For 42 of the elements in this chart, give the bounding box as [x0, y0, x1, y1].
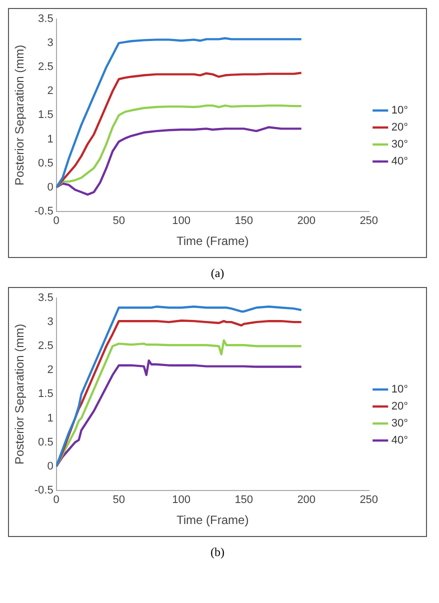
y-axis-title: Posterior Separation (mm) [12, 44, 27, 186]
legend-label: 20° [391, 122, 408, 134]
x-tick-label: 100 [172, 215, 191, 228]
y-tick-label: 1.5 [38, 388, 54, 400]
x-tick-label: 250 [360, 494, 378, 506]
y-tick-label: 2.5 [38, 61, 54, 74]
x-tick-label: 200 [297, 215, 316, 228]
y-tick-label: 1 [47, 133, 54, 146]
y-tick-label: 3 [47, 37, 54, 50]
text: (b) [210, 545, 226, 560]
x-tick-label: 150 [234, 494, 254, 506]
x-axis-title: Time (Frame) [176, 513, 249, 528]
x-tick-label: 150 [234, 215, 254, 228]
y-tick-label: 0 [47, 181, 54, 194]
legend-label: 40° [391, 156, 408, 168]
y-tick-label: 1.5 [38, 109, 54, 122]
legend-label: 30° [391, 138, 408, 151]
y-tick-label: 3.5 [38, 292, 54, 304]
y-tick-label: 2 [47, 85, 54, 98]
x-tick-label: 200 [297, 494, 316, 506]
y-tick-label: 3 [47, 316, 54, 328]
y-tick-label: 0 [47, 460, 54, 472]
y-tick-label: 0.5 [38, 436, 54, 448]
legend-label: 40° [391, 434, 408, 447]
y-tick-label: -0.5 [34, 205, 54, 218]
x-tick-label: 50 [112, 494, 125, 506]
y-tick-label: 0.5 [38, 157, 54, 170]
y-tick-label: 2.5 [38, 340, 54, 352]
legend-label: 30° [391, 418, 408, 430]
y-tick-label: -0.5 [34, 484, 54, 496]
legend-label: 20° [391, 400, 408, 413]
text: (a) [210, 266, 226, 281]
x-tick-label: 100 [172, 494, 191, 506]
x-tick-label: 250 [360, 215, 378, 228]
y-tick-label: 1 [47, 412, 54, 424]
y-tick-label: 2 [47, 364, 54, 376]
legend-label: 10° [391, 104, 408, 117]
y-axis-title: Posterior Separation (mm) [12, 324, 27, 465]
x-axis-title: Time (Frame) [176, 234, 249, 248]
legend-label: 10° [391, 384, 408, 396]
x-tick-label: 50 [112, 215, 125, 228]
y-tick-label: 3.5 [38, 13, 54, 26]
